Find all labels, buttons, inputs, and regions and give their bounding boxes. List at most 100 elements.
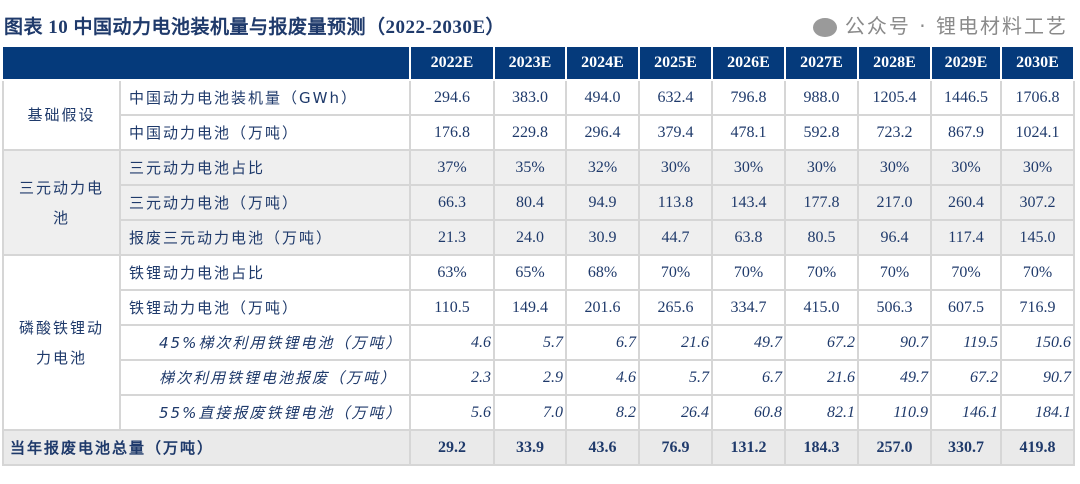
table-row: 报废三元动力电池（万吨） 21.3 24.0 30.9 44.7 63.8 80.5 96.4… <box>3 219 1075 256</box>
row-label: 三元动力电池（万吨） <box>119 184 411 221</box>
total-value-cell: 330.7 <box>930 429 1002 466</box>
value-cell: 67.2 <box>784 324 859 361</box>
value-cell: 8.2 <box>565 394 640 431</box>
value-cell: 68% <box>565 254 640 291</box>
value-cell: 296.4 <box>565 114 640 151</box>
value-cell: 30% <box>930 149 1002 186</box>
value-cell: 32% <box>565 149 640 186</box>
value-cell: 988.0 <box>784 79 859 116</box>
table-title: 图表 10 中国动力电池装机量与报废量预测（2022-2030E） <box>4 17 506 38</box>
total-value-cell: 419.8 <box>1000 429 1075 466</box>
value-cell: 383.0 <box>493 79 567 116</box>
year-header: 2026E <box>711 47 786 81</box>
total-value-cell: 29.2 <box>409 429 495 466</box>
value-cell: 867.9 <box>930 114 1002 151</box>
value-cell: 70% <box>711 254 786 291</box>
value-cell: 1205.4 <box>857 79 932 116</box>
total-value-cell: 131.2 <box>711 429 786 466</box>
value-cell: 70% <box>784 254 859 291</box>
value-cell: 80.5 <box>784 219 859 256</box>
value-cell: 30.9 <box>565 219 640 256</box>
value-cell: 2.3 <box>409 359 495 396</box>
value-cell: 1024.1 <box>1000 114 1075 151</box>
value-cell: 5.6 <box>409 394 495 431</box>
value-cell: 70% <box>930 254 1002 291</box>
value-cell: 7.0 <box>493 394 567 431</box>
table-row: 磷酸铁锂动力电池 铁锂动力电池占比 63% 65% 68% 70% 70% 70% 70% 70%… <box>2 254 1075 431</box>
table-row: 基础假设 中国动力电池装机量（GWh） 294.6 383.0 494.0 632.4 79… <box>2 79 1075 151</box>
value-cell: 26.4 <box>638 394 713 431</box>
value-cell: 80.4 <box>493 184 567 221</box>
value-cell: 723.2 <box>857 114 932 151</box>
row-label: 45%梯次利用铁锂电池（万吨） <box>119 324 411 361</box>
wechat-icon <box>812 18 837 37</box>
value-cell: 494.0 <box>565 79 640 116</box>
value-cell: 145.0 <box>1000 219 1075 256</box>
value-cell: 24.0 <box>493 219 567 256</box>
value-cell: 177.8 <box>784 184 859 221</box>
value-cell: 415.0 <box>784 289 859 326</box>
group-label: 磷酸铁锂动力电池 <box>2 254 121 431</box>
value-cell: 82.1 <box>784 394 859 431</box>
value-cell: 146.1 <box>930 394 1002 431</box>
value-cell: 49.7 <box>711 324 786 361</box>
value-cell: 70% <box>857 254 932 291</box>
table-row: 45%梯次利用铁锂电池（万吨） 4.6 5.7 6.7 21.6 49.7 67.2 90.7… <box>3 324 1075 361</box>
value-cell: 294.6 <box>409 79 495 116</box>
row-label: 报废三元动力电池（万吨） <box>119 219 411 256</box>
value-cell: 21.6 <box>638 324 713 361</box>
value-cell: 30% <box>784 149 859 186</box>
year-header: 2024E <box>565 47 640 81</box>
value-cell: 184.1 <box>1000 394 1075 431</box>
value-cell: 96.4 <box>857 219 932 256</box>
total-value-cell: 184.3 <box>784 429 859 466</box>
value-cell: 110.5 <box>409 289 495 326</box>
total-row: 当年报废电池总量（万吨） 29.2 33.9 43.6 76.9 131.2 184.3 25… <box>2 429 1075 466</box>
row-label: 梯次利用铁锂电池报废（万吨） <box>119 359 411 396</box>
row-label: 中国动力电池装机量（GWh） <box>119 79 411 116</box>
value-cell: 35% <box>493 149 567 186</box>
value-cell: 150.6 <box>1000 324 1075 361</box>
total-value-cell: 76.9 <box>638 429 713 466</box>
group-label: 三元动力电池 <box>2 149 121 256</box>
value-cell: 217.0 <box>857 184 932 221</box>
value-cell: 49.7 <box>857 359 932 396</box>
value-cell: 632.4 <box>638 79 713 116</box>
value-cell: 143.4 <box>711 184 786 221</box>
total-value-cell: 257.0 <box>857 429 932 466</box>
value-cell: 117.4 <box>930 219 1002 256</box>
value-cell: 1706.8 <box>1000 79 1075 116</box>
value-cell: 506.3 <box>857 289 932 326</box>
group-label: 基础假设 <box>2 79 121 151</box>
value-cell: 1446.5 <box>930 79 1002 116</box>
value-cell: 607.5 <box>930 289 1002 326</box>
table-row: 梯次利用铁锂电池报废（万吨） 2.3 2.9 4.6 5.7 6.7 21.6 49.7 67.… <box>3 359 1075 396</box>
value-cell: 21.3 <box>409 219 495 256</box>
header-blank <box>3 47 411 81</box>
value-cell: 176.8 <box>409 114 495 151</box>
year-header: 2029E <box>930 47 1002 81</box>
value-cell: 66.3 <box>409 184 495 221</box>
forecast-table: 2022E 2023E 2024E 2025E 2026E 2027E 2028E 2029E… <box>2 47 1075 466</box>
value-cell: 30% <box>857 149 932 186</box>
value-cell: 6.7 <box>565 324 640 361</box>
value-cell: 716.9 <box>1000 289 1075 326</box>
table-row: 三元动力电池（万吨） 66.3 80.4 94.9 113.8 143.4 177.8 217… <box>3 184 1075 221</box>
year-header: 2030E <box>1000 47 1075 81</box>
total-value-cell: 33.9 <box>493 429 567 466</box>
value-cell: 229.8 <box>493 114 567 151</box>
table-row: 三元动力电池 三元动力电池占比 37% 35% 32% 30% 30% 30% 30% 30% 30… <box>2 149 1075 256</box>
value-cell: 90.7 <box>857 324 932 361</box>
value-cell: 30% <box>638 149 713 186</box>
value-cell: 6.7 <box>711 359 786 396</box>
value-cell: 4.6 <box>565 359 640 396</box>
year-header: 2023E <box>493 47 567 81</box>
value-cell: 110.9 <box>857 394 932 431</box>
value-cell: 94.9 <box>565 184 640 221</box>
value-cell: 265.6 <box>638 289 713 326</box>
value-cell: 63% <box>409 254 495 291</box>
table-row: 铁锂动力电池（万吨） 110.5 149.4 201.6 265.6 334.7 415.0… <box>3 289 1075 326</box>
value-cell: 30% <box>711 149 786 186</box>
value-cell: 63.8 <box>711 219 786 256</box>
value-cell: 149.4 <box>493 289 567 326</box>
